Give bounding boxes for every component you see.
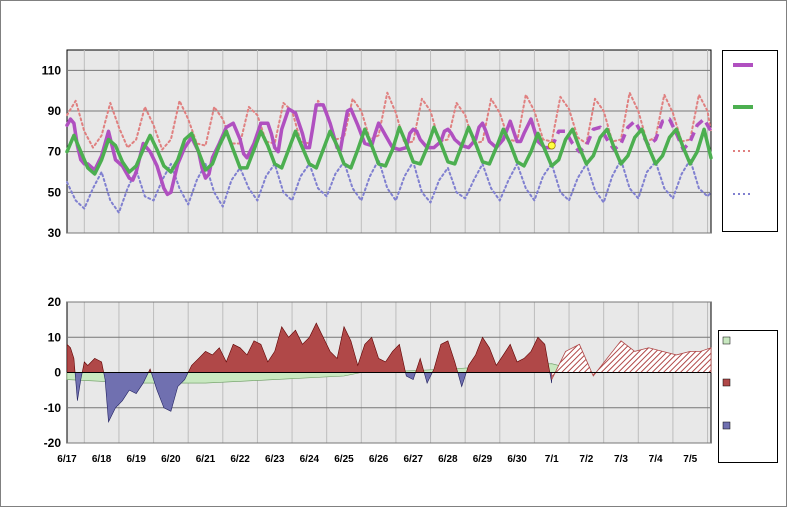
x-tick-label: 7/3 xyxy=(614,454,628,465)
series-line-dewpoint xyxy=(65,125,713,176)
x-tick-label: 6/24 xyxy=(300,454,320,465)
x-tick-label: 6/21 xyxy=(196,454,216,465)
current-marker xyxy=(547,141,556,150)
departure-below-area xyxy=(67,372,552,424)
departure-y-tick-label: 0 xyxy=(54,366,61,380)
departure-legend-swatches xyxy=(722,336,731,430)
x-tick-label: 7/2 xyxy=(579,454,593,465)
x-tick-label: 6/18 xyxy=(92,454,112,465)
departure-forecast-area xyxy=(551,340,712,380)
x-tick-label: 6/30 xyxy=(507,454,527,465)
x-tick-label: 7/5 xyxy=(683,454,697,465)
x-tick-label: 6/27 xyxy=(404,454,424,465)
x-tick-label: 7/4 xyxy=(649,454,663,465)
x-tick-label: 6/22 xyxy=(230,454,250,465)
departure-y-tick-label: -10 xyxy=(44,401,62,415)
departure-y-tick-label: 10 xyxy=(48,330,62,344)
temperature-panel: 30 50 70 90 110 xyxy=(42,49,713,240)
x-tick-label: 6/19 xyxy=(127,454,147,465)
departure-above-area xyxy=(67,322,552,373)
x-tick-label: 7/1 xyxy=(545,454,559,465)
temperature-y-tick-label: 50 xyxy=(48,185,62,199)
x-tick-label: 6/20 xyxy=(161,454,181,465)
departure-y-tick-label: 20 xyxy=(48,295,62,309)
x-tick-label: 6/25 xyxy=(334,454,354,465)
temperature-legend xyxy=(722,50,778,232)
x-tick-label: 6/28 xyxy=(438,454,458,465)
temperature-legend-swatches xyxy=(733,63,753,195)
legend-swatch-above xyxy=(722,378,731,387)
x-tick-label: 6/29 xyxy=(473,454,493,465)
series-line-normal_high xyxy=(66,91,712,151)
departure-legend xyxy=(718,330,778,463)
legend-swatch-cumulative xyxy=(722,336,731,345)
departure-panel: -20 -10 0 10 20 6/17 6/18 6/19 6/20 6/21 6/22 6/23 6… xyxy=(44,295,712,465)
temperature-y-tick-label: 110 xyxy=(42,63,62,77)
x-tick-label: 6/23 xyxy=(265,454,285,465)
temperature-y-tick-label: 70 xyxy=(48,145,62,159)
departure-y-tick-label: -20 xyxy=(44,436,62,450)
temperature-y-tick-label: 30 xyxy=(48,226,62,240)
x-tick-label: 6/17 xyxy=(57,454,77,465)
x-tick-label: 6/26 xyxy=(369,454,389,465)
legend-swatch-below xyxy=(722,421,731,430)
temperature-y-tick-label: 90 xyxy=(48,104,62,118)
